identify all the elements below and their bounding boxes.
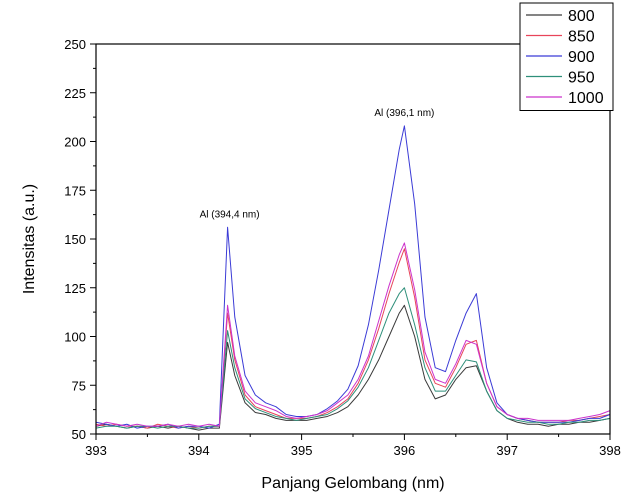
peak-annotations: Al (394,4 nm) Al (396,1 nm) xyxy=(200,108,435,220)
peak-annotation-label: Al (396,1 nm) xyxy=(374,108,434,119)
legend-box xyxy=(519,2,614,111)
legend-label-800: 800 xyxy=(568,8,595,25)
y-tick-label: 75 xyxy=(72,378,86,393)
x-tick-label: 398 xyxy=(599,443,621,458)
legend: 800 850 900 950 1000 xyxy=(519,2,614,111)
x-tick-label: 397 xyxy=(496,443,518,458)
legend-label-950: 950 xyxy=(568,70,595,87)
y-tick-label: 225 xyxy=(64,86,86,101)
y-tick-label: 150 xyxy=(64,232,86,247)
series-line-1000 xyxy=(95,242,611,427)
peak-annotation-label: Al (394,4 nm) xyxy=(200,209,260,220)
y-tick-label: 100 xyxy=(64,330,86,345)
y-tick-label: 175 xyxy=(64,183,86,198)
x-tick-label: 394 xyxy=(188,443,210,458)
plot-lines xyxy=(95,125,611,431)
legend-label-850: 850 xyxy=(568,29,595,46)
x-tick-label: 393 xyxy=(85,443,107,458)
legend-label-900: 900 xyxy=(568,49,595,66)
x-axis-title: Panjang Gelombang (nm) xyxy=(261,475,444,492)
axis-tick-labels: 393 394 395 396 397 398 50 75 100 125 150 175 200 225… xyxy=(64,37,621,458)
y-tick-label: 250 xyxy=(64,37,86,52)
x-tick-label: 395 xyxy=(291,443,313,458)
legend-label-1000: 1000 xyxy=(568,90,604,107)
series-line-950 xyxy=(95,287,611,429)
x-tick-label: 396 xyxy=(394,443,416,458)
y-tick-label: 200 xyxy=(64,135,86,150)
y-axis-title: Intensitas (a.u.) xyxy=(21,184,38,294)
y-tick-label: 125 xyxy=(64,281,86,296)
axis-ticks xyxy=(90,43,611,440)
y-tick-label: 50 xyxy=(72,427,86,442)
